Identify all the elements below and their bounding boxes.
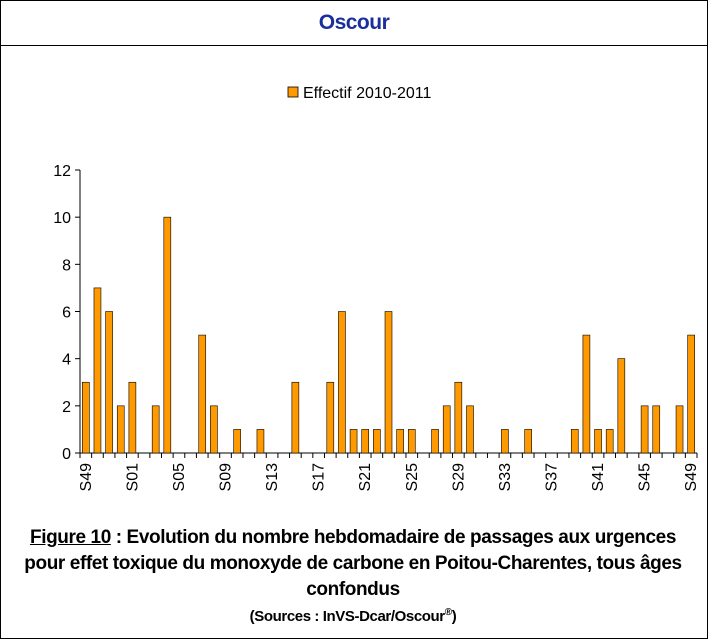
x-tick-label: S49 [683, 463, 700, 492]
bar [151, 405, 160, 454]
caption-label: Figure 10 [29, 527, 111, 548]
bar [373, 429, 381, 454]
bar [116, 405, 125, 454]
y-tick-label: 4 [62, 352, 71, 369]
bar [431, 429, 439, 454]
x-tick-label: S05 [171, 463, 188, 492]
x-tick-label: S45 [637, 463, 654, 492]
source-text: (Sources : InVS-Dcar/Oscour [249, 608, 445, 625]
x-tick-label: S09 [218, 463, 235, 492]
x-tick-label: S33 [497, 463, 514, 492]
bar [291, 381, 300, 454]
bar [105, 311, 113, 454]
x-tick-label: S01 [124, 463, 141, 492]
bar [396, 429, 404, 454]
bar [570, 429, 579, 454]
bar [233, 429, 241, 454]
source: (Sources : InVS-Dcar/Oscour®) [249, 607, 457, 625]
chart: Effectif 2010-2011 0 2 4 6 8 10 12 S49 S01 S05 S09 S… [53, 85, 700, 492]
y-tick-label: 8 [62, 257, 71, 274]
bar [361, 429, 370, 454]
y-tick-label: 0 [62, 446, 71, 463]
bar [454, 381, 463, 454]
x-tick-label: S41 [590, 463, 607, 492]
bar [128, 381, 137, 454]
bar [582, 334, 591, 454]
caption-text: : Evolution du nombre hebdomadaire de pa… [24, 527, 682, 600]
bar [93, 287, 102, 454]
caption: Figure 10 : Evolution du nombre hebdomad… [20, 525, 686, 629]
source-mark: ® [444, 607, 452, 618]
x-tick-label: S29 [450, 463, 467, 492]
y-tick-label: 12 [53, 163, 71, 180]
legend-label: Effectif 2010-2011 [303, 85, 431, 102]
legend-swatch [287, 86, 299, 98]
x-tick-label: S25 [404, 463, 421, 492]
bar [338, 311, 346, 454]
bar [640, 405, 649, 454]
bar [384, 311, 393, 454]
bar [466, 405, 474, 454]
x-tick-label: S21 [357, 463, 374, 492]
bar [617, 358, 626, 454]
bar [256, 429, 265, 454]
bar [675, 405, 684, 454]
y-tick-label: 6 [62, 305, 71, 322]
bar [326, 381, 335, 454]
bar [524, 429, 532, 454]
x-tick-label: S13 [264, 463, 281, 492]
x-tick-label: S49 [78, 463, 95, 492]
bar [652, 405, 661, 454]
y-tick-label: 2 [62, 399, 71, 416]
bar [210, 405, 218, 454]
bar [687, 334, 695, 454]
bar [82, 381, 90, 454]
y-tick-label: 10 [53, 210, 71, 227]
bar [501, 429, 509, 454]
bar [163, 216, 172, 454]
bar [594, 429, 602, 454]
source-end: ) [451, 608, 457, 625]
bar [605, 429, 614, 454]
bar [349, 429, 358, 454]
x-tick-label: S17 [311, 463, 328, 492]
bar [407, 429, 416, 454]
bar [198, 334, 207, 454]
bar [442, 405, 451, 454]
panel-title: Oscour [1, 1, 707, 46]
x-tick-label: S37 [543, 463, 560, 492]
